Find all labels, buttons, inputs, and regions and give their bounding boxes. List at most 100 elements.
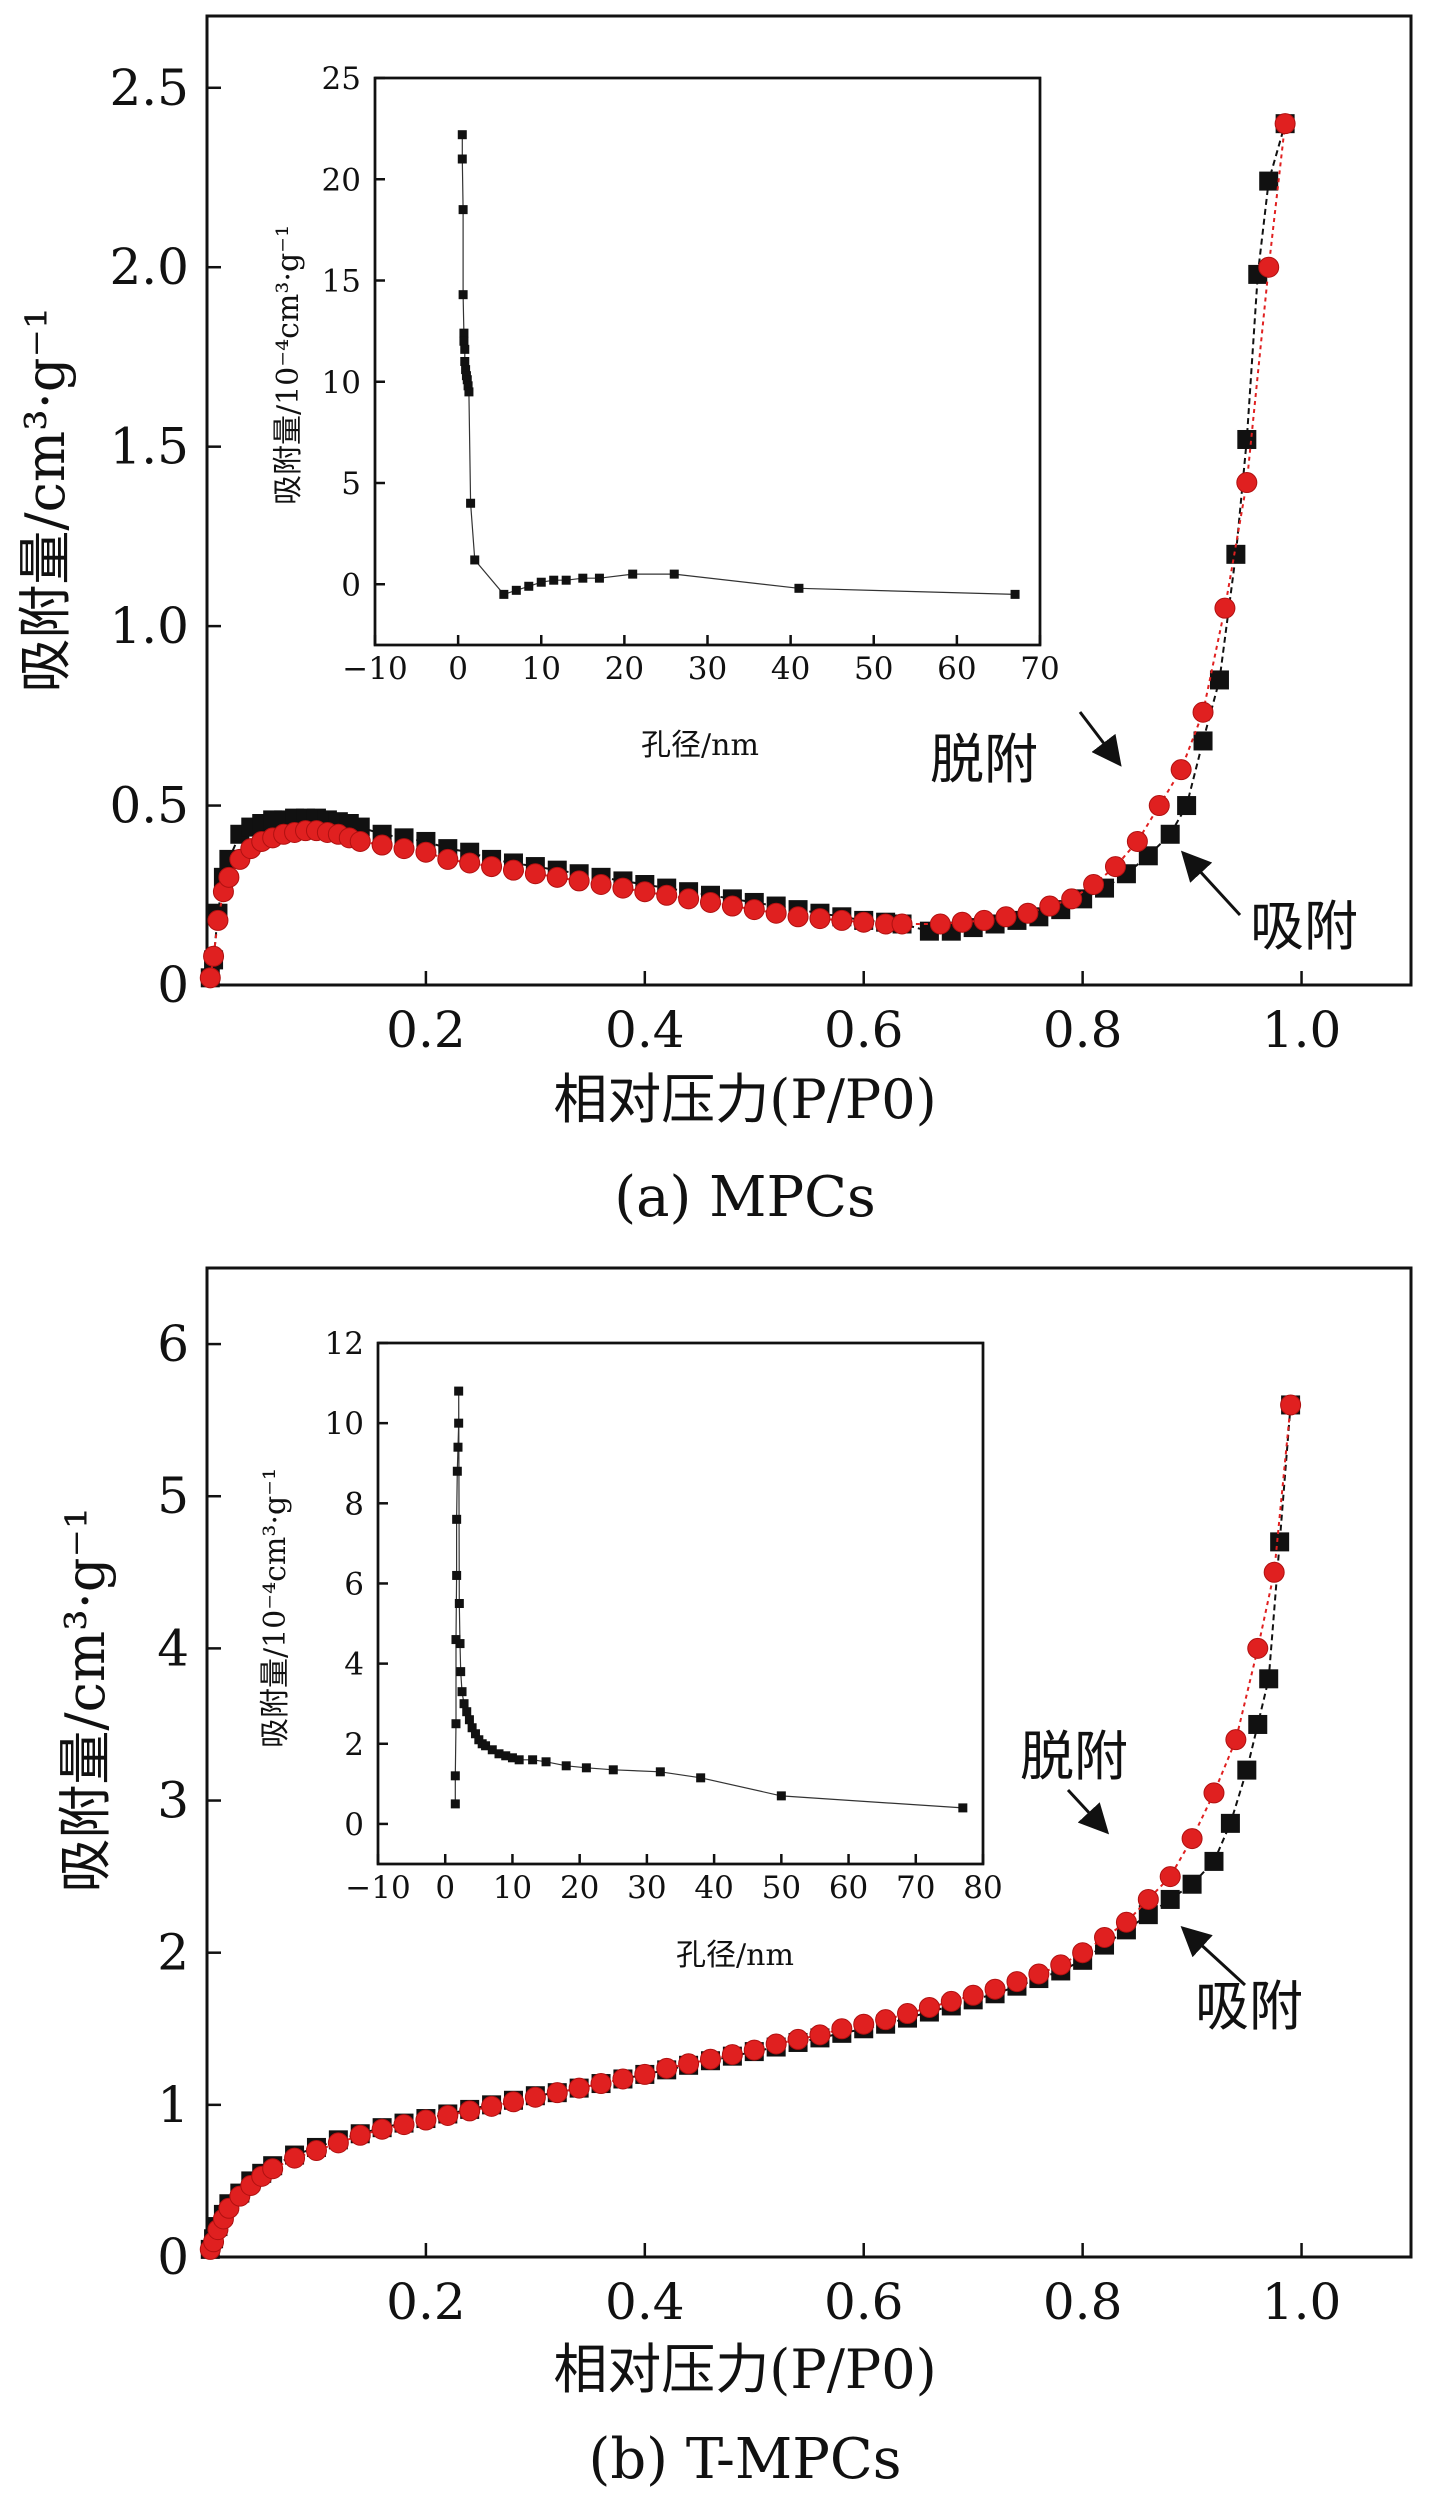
panel-b-desorption-point (962, 1984, 984, 2006)
panel-b-inset-point (464, 1715, 474, 1725)
panel-b-desorption-point (568, 2077, 590, 2099)
panel-b-inset-x-tick-label: 70 (896, 1870, 935, 1906)
panel-b-inset-y-tick-label: 8 (344, 1486, 364, 1522)
panel-b-x-axis-label: 相对压力(P/P0) (553, 2338, 936, 2401)
panel-a-desorption-point (481, 856, 503, 878)
panel-a-desorption-point (678, 888, 700, 910)
panel-b-desorption-point (393, 2114, 415, 2136)
panel-b-desorption-point (853, 2013, 875, 2035)
panel-a-inset-axes: −10 0 10 20 30 40 50 60 70 0 5 10 15 20 25 (322, 61, 1060, 687)
panel-b-x-tick-label: 0.4 (605, 2273, 685, 2331)
panel-b-inset-x-tick-label: 30 (627, 1870, 666, 1906)
panel-a-inset-point (470, 555, 480, 565)
panel-b-inset-x-tick-label: 20 (560, 1870, 599, 1906)
panel-b-inset-axes: −10 0 10 20 30 40 50 60 70 80 0 2 4 6 8 10 12 (325, 1326, 1003, 1906)
panel-a-inset-point (464, 387, 474, 397)
panel-a-inset-point (463, 381, 473, 391)
panel-a-inset-point (457, 154, 467, 164)
panel-b-x-tick-label: 0.6 (824, 2273, 904, 2331)
panel-a-x-axis-label: 相对压力(P/P0) (553, 1068, 936, 1131)
panel-b-inset-y-tick-label: 10 (325, 1406, 364, 1442)
panel-b-inset (376, 1341, 985, 1866)
panel-a-desorption-point (207, 909, 229, 931)
panel-b-desorption-point (1137, 1888, 1159, 1910)
panel-a-desorption-point (699, 891, 721, 913)
panel-a-inset-y-tick-label: 25 (322, 61, 361, 97)
panel-b-inset-point (457, 1687, 467, 1697)
panel-b-desorption-point (897, 2003, 919, 2025)
panel-b-y-tick-label: 4 (157, 1619, 189, 1677)
panel-a-inset-point (536, 577, 546, 587)
panel-b-desorption-point (1159, 1866, 1181, 1888)
panel-b-inset-point (528, 1755, 538, 1765)
panel-a-inset-point (1010, 589, 1020, 599)
panel-a-adsorption-label: 吸附 (1250, 895, 1358, 958)
panel-b-inset-x-tick-label: 60 (829, 1870, 868, 1906)
panel-a-desorption-point (1258, 256, 1280, 278)
panel-a-inset-x-tick-label: −10 (342, 651, 407, 687)
panel-b-desorption-point (524, 2086, 546, 2108)
panel-b-desorption-point (984, 1978, 1006, 2000)
panel-b-y-tick-label: 2 (157, 1924, 189, 1982)
panel-b-inset-y-tick-label: 0 (344, 1807, 364, 1843)
panel-a-inset-point (462, 375, 472, 385)
panel-b-desorption-point (546, 2082, 568, 2104)
panel-b-desorption-point (415, 2109, 437, 2131)
panel-b-desorption-point (305, 2139, 327, 2161)
panel-a-desorption-point (831, 909, 853, 931)
panel-a-desorption-point (524, 863, 546, 885)
panel-a-desorption-point (502, 859, 524, 881)
panel-a-inset-point (561, 575, 571, 585)
panel-b-desorption-label: 脱附 (1020, 1725, 1128, 1788)
panel-a-adsorption-point (1209, 670, 1229, 690)
panel-a-x-tick-label: 0.2 (386, 1001, 466, 1059)
panel-a-y-axis-label: 吸附量/cm³·g⁻¹ (14, 307, 77, 692)
panel-a-adsorption-point (1226, 544, 1246, 564)
panel-a-desorption-point (1083, 874, 1105, 896)
panel-a-marks (199, 113, 1296, 989)
panel-b-adsorption-point (1259, 1669, 1279, 1689)
panel-a-desorption-point (787, 906, 809, 928)
panel-a-desorption-point (459, 852, 481, 874)
panel-b-inset-point (455, 1639, 465, 1649)
panel-a-caption: (a) MPCs (614, 1165, 876, 1230)
panel-a-desorption-point (721, 895, 743, 917)
panel-b-adsorption-arrow (1180, 1925, 1247, 1987)
panel-a-inset-x-tick-label: 50 (854, 651, 893, 687)
panel-a-inset-x-tick-label: 60 (937, 651, 976, 687)
panel-b-inset-point (462, 1707, 472, 1717)
panel-a-adsorption-arrow (1180, 850, 1242, 917)
panel-b-inset-x-tick-label: −10 (345, 1870, 410, 1906)
panel-a-adsorption-point (1259, 171, 1279, 191)
panel-b-adsorption-point (1204, 1851, 1224, 1871)
panel-a-desorption-point (1061, 888, 1083, 910)
panel-a-desorption-point (1214, 597, 1236, 619)
panel-b-y-tick-label: 0 (157, 2228, 189, 2286)
panel-b-inset-point (450, 1771, 460, 1781)
panel-b-desorption-point (262, 2158, 284, 2180)
panel-b-inset-marks (450, 1386, 968, 1813)
panel-b-desorption-point (918, 1996, 940, 2018)
panel-a-desorption-point (809, 908, 831, 930)
panel-b-desorption-point (1072, 1942, 1094, 1964)
panel-a-inset-x-tick-label: 40 (771, 651, 810, 687)
panel-a-inset-point (458, 205, 468, 215)
panel-b-x-tick-label: 1.0 (1262, 2273, 1342, 2331)
panel-a-inset-x-axis-label: 孔径/nm (641, 728, 759, 763)
panel-b-desorption-point (1203, 1782, 1225, 1804)
panel-b-y-tick-label: 1 (157, 2076, 189, 2134)
panel-a-desorption-point (1236, 472, 1258, 494)
panel-b-y-tick-label: 5 (157, 1467, 189, 1525)
panel-b-adsorption-label: 吸附 (1195, 1975, 1303, 2038)
panel-a-desorption-point (929, 913, 951, 935)
panel-a-inset-y-tick-label: 20 (322, 162, 361, 198)
panel-a-adsorption-point (1160, 824, 1180, 844)
panel-b-inset-frame (376, 1341, 985, 1866)
panel-b-x-tick-label: 0.8 (1043, 2273, 1123, 2331)
panel-b-desorption-point (1263, 1561, 1285, 1583)
panel-a-inset-y-tick-label: 15 (322, 264, 361, 300)
panel-b-desorption-point (1225, 1729, 1247, 1751)
panel-a-desorption-point (995, 906, 1017, 928)
